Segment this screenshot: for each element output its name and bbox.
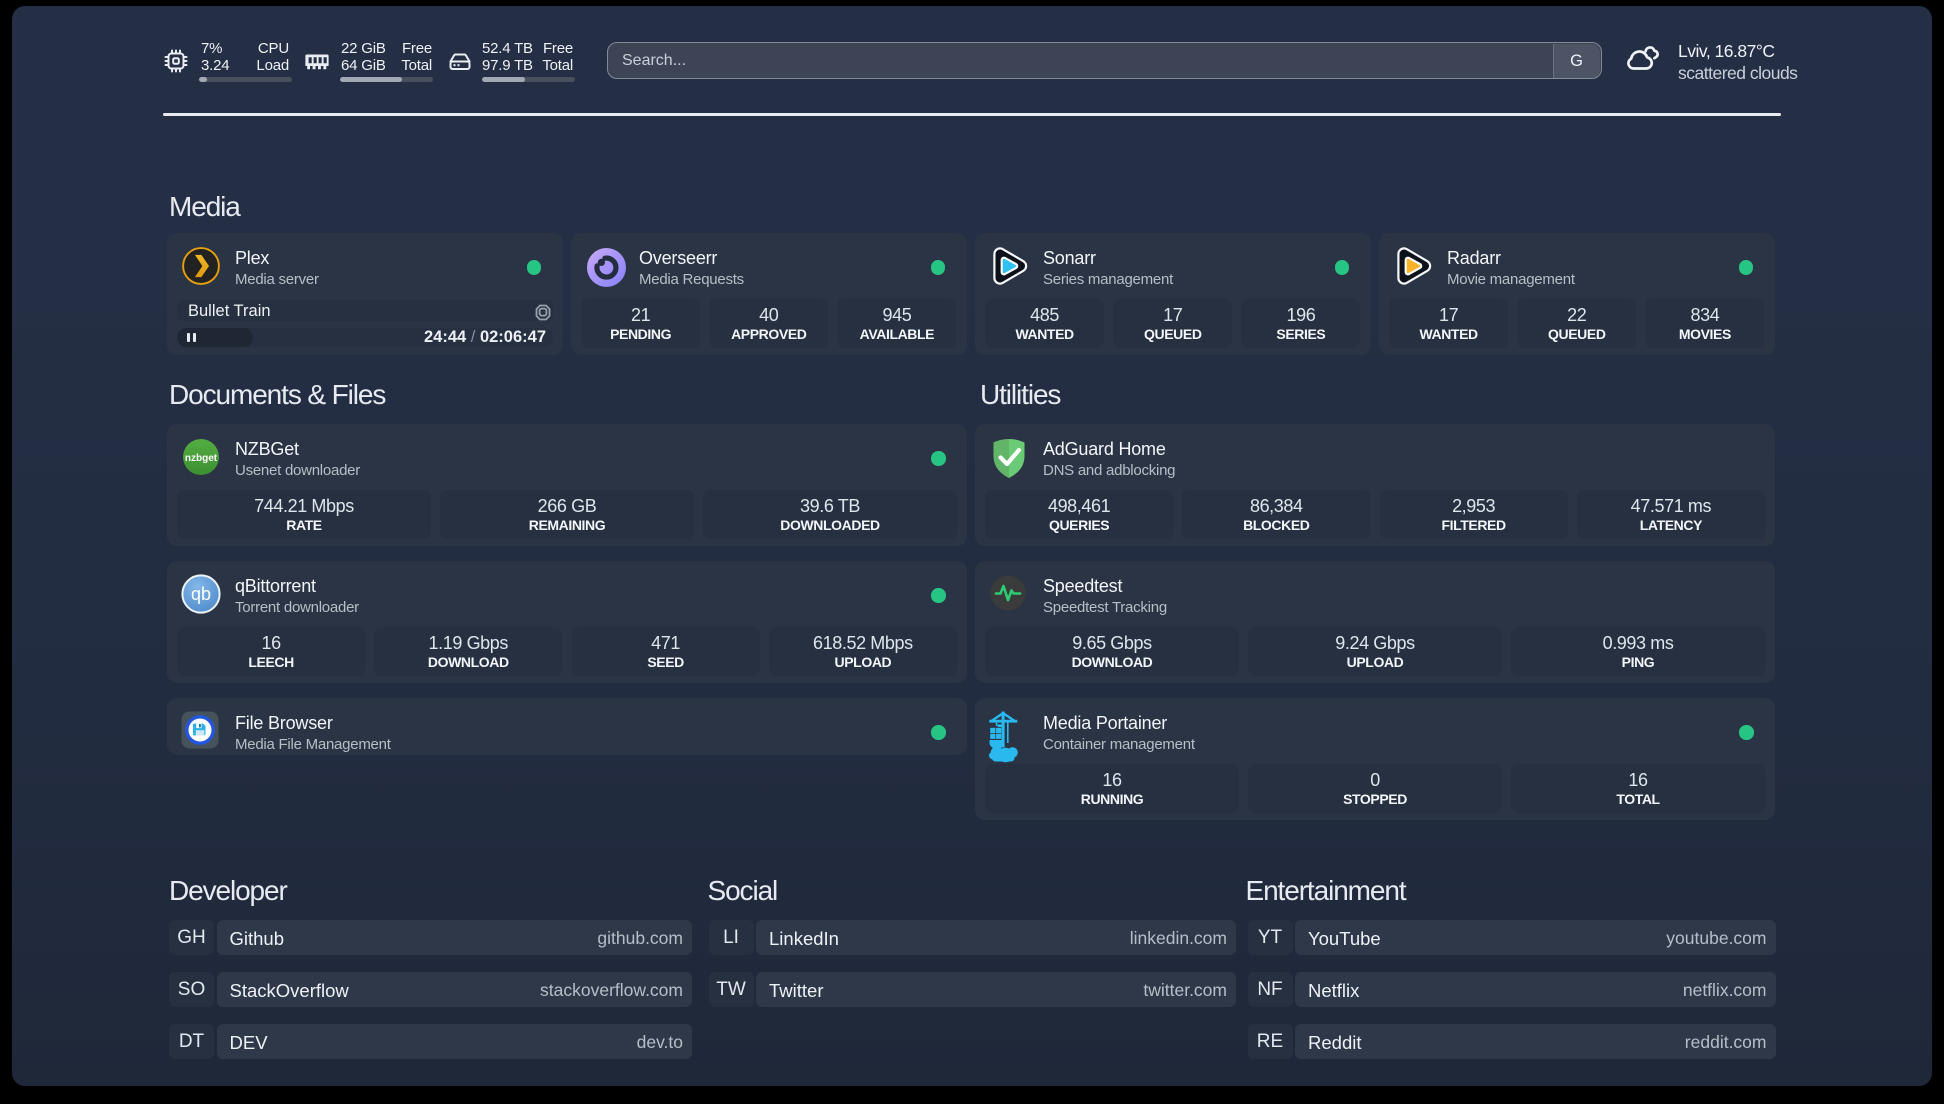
svg-text:nzbget: nzbget [185,453,218,464]
svg-text:qb: qb [191,584,211,604]
